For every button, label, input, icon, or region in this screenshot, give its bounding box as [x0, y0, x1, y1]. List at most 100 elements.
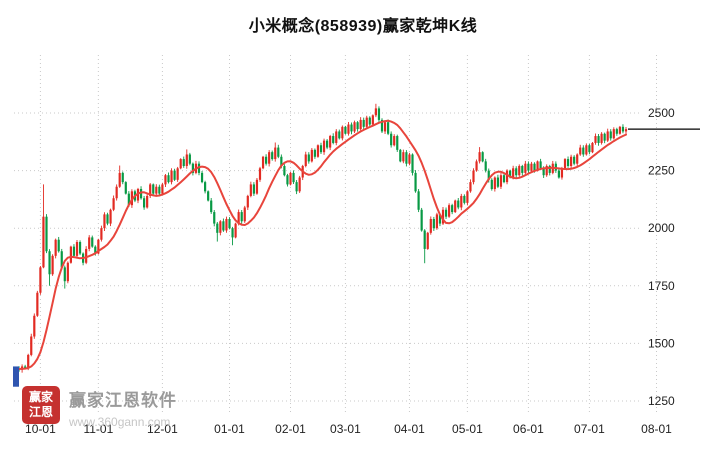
candle-body [255, 179, 259, 194]
candle-body [536, 161, 539, 171]
candle-body [487, 170, 490, 180]
candle-body [341, 126, 344, 139]
candle-body [509, 170, 512, 178]
candle-body [216, 223, 219, 233]
candle-body [423, 230, 426, 249]
candle-body [124, 182, 127, 194]
candle-body [368, 117, 371, 125]
candle-body [603, 133, 606, 141]
y-axis-label: 2250 [648, 164, 675, 178]
candle-body [579, 147, 582, 155]
candle-body [512, 168, 515, 178]
candle-body [463, 195, 466, 203]
candle-body [161, 184, 164, 194]
candle-body [240, 212, 243, 222]
candle-body [109, 209, 112, 224]
candle-body [286, 175, 289, 185]
candle-body [54, 239, 57, 256]
candle-body [170, 170, 173, 183]
candle-body [393, 136, 396, 146]
grid-layer [14, 55, 657, 415]
watermark-logo-line2: 江恩 [28, 405, 53, 419]
candle-body [91, 237, 94, 247]
candle-body [292, 172, 295, 183]
candle-body [481, 152, 484, 162]
candle-body [48, 251, 51, 275]
candle-body [521, 165, 524, 173]
candle-body [24, 366, 27, 368]
candle-body [414, 172, 417, 192]
watermark-url: www.360gann.com [69, 415, 171, 429]
candle-body [322, 140, 326, 153]
x-axis-label: 08-01 [641, 422, 672, 436]
candle-body [573, 156, 576, 164]
candle-body [502, 175, 506, 183]
candle-body [505, 170, 509, 183]
x-axis-label: 12-01 [147, 422, 178, 436]
candle-body [466, 191, 469, 203]
x-axis-label: 03-01 [330, 422, 361, 436]
candle-body [316, 145, 320, 157]
candle-body [252, 184, 255, 194]
candle-body [435, 214, 438, 229]
candle-body [356, 122, 359, 130]
candle-body [582, 147, 585, 155]
candle-body [475, 161, 478, 171]
x-axis-label: 06-01 [513, 422, 544, 436]
candle-body [185, 154, 188, 166]
candle-body [387, 122, 390, 134]
candle-body [460, 195, 463, 208]
x-axis-label: 02-01 [275, 422, 306, 436]
candle-body [207, 191, 210, 201]
candle-body [338, 131, 341, 139]
candle-body [106, 214, 109, 224]
candle-body [222, 221, 225, 231]
candle-body [621, 126, 625, 132]
x-axis-label: 01-01 [214, 422, 245, 436]
candle-body [271, 152, 274, 160]
candle-body [179, 159, 182, 169]
candle-body [121, 172, 124, 183]
candle-body [258, 168, 262, 180]
candle-body [176, 168, 179, 180]
candle-body [548, 165, 551, 173]
candle-body [396, 136, 399, 150]
candle-body [310, 149, 313, 162]
candle-body [72, 246, 76, 256]
candle-body [469, 182, 472, 192]
candle-body [228, 218, 231, 229]
candle-body [371, 115, 374, 125]
candle-body [63, 267, 66, 282]
candle-body [566, 159, 570, 166]
candle-body [344, 126, 347, 134]
candle-body [173, 170, 176, 180]
candle-body [359, 119, 362, 130]
candle-body [97, 239, 100, 254]
candle-body [420, 209, 423, 231]
x-axis-label: 04-01 [394, 422, 425, 436]
candle-body [319, 145, 323, 153]
candle-body [609, 131, 612, 139]
x-axis-label: 05-01 [452, 422, 483, 436]
candle-body [390, 133, 393, 146]
candle-body [335, 131, 338, 143]
candle-body [277, 147, 280, 157]
candle-body [591, 142, 594, 153]
candle-body [624, 129, 628, 132]
candle-body [39, 267, 42, 293]
candle-body [158, 186, 161, 194]
candle-body [530, 163, 533, 171]
candle-body [295, 182, 298, 192]
candle-body [417, 191, 420, 210]
watermark-logo-line1: 赢家 [28, 390, 53, 404]
candle-body [615, 129, 618, 134]
ma-line-layer [15, 119, 627, 370]
candle-body [585, 145, 588, 155]
candle-body [600, 133, 603, 143]
candle-body [563, 159, 567, 169]
watermark-logo-icon: 赢家 江恩 [22, 386, 60, 424]
candle-body [249, 184, 252, 196]
candle-body [411, 154, 414, 173]
